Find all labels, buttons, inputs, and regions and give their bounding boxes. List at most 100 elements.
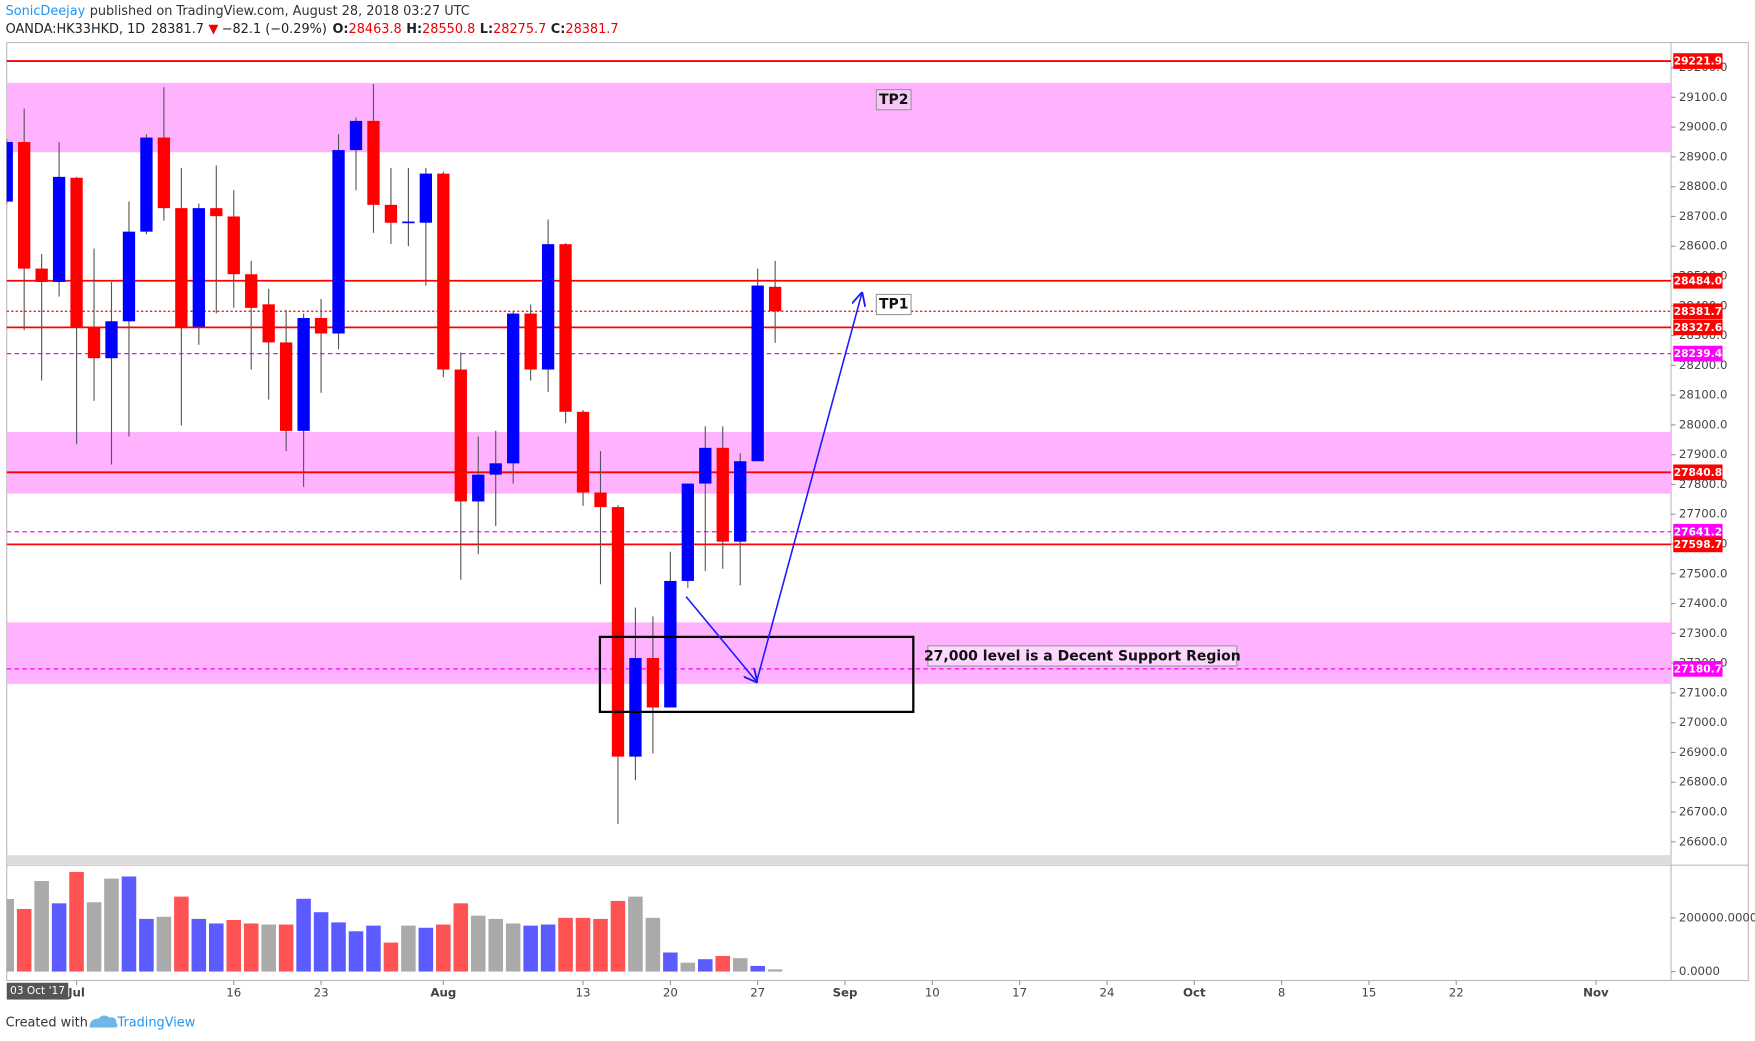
candle-body [751,285,764,462]
y-tick-label: 28600.0 [1679,239,1728,253]
tp2-box[interactable] [875,89,912,111]
volume-bar [540,924,556,972]
footer-text: Created with [6,1016,88,1031]
volume-bar [51,903,67,972]
volume-bar [104,878,119,972]
candle-body [279,342,293,431]
author[interactable]: SonicDeejay [6,4,86,19]
candle-body [454,369,467,502]
volume-bar [680,962,696,972]
candle-body [768,286,782,312]
volume-bar [366,925,381,972]
level-label: 27840.8 [1674,466,1722,479]
y-tick-label: 27900.0 [1679,447,1728,461]
publish-info: published on TradingView.com, August 28,… [90,4,470,19]
candle-body [18,142,31,269]
volume-bar [488,918,503,972]
resistance-zone [6,82,1672,153]
candles [6,83,782,824]
arrow-down[interactable] [685,596,757,682]
candle-body [122,231,136,322]
volume-bar [16,908,32,972]
level-label-box [1673,272,1723,289]
x-tick-label: 20 [663,985,678,999]
ohlc-value: 28550.8 [422,22,475,37]
level-label: 28484.0 [1674,274,1722,287]
candle-body [594,492,607,508]
volume-bar [278,924,294,972]
candle-body [437,173,450,370]
volume-bar [715,955,731,972]
y-tick-label: 27400.0 [1679,596,1728,610]
volume-bar [156,916,172,972]
x-tick-label: 13 [576,985,591,999]
level-label-box [1673,53,1723,69]
ohlc-value: 28381.7 [565,22,618,37]
y-tick-label: 26900.0 [1679,745,1728,759]
x-tick-label: Oct [1183,985,1206,999]
level-label-box [1673,303,1723,320]
level-label-box [1673,536,1723,553]
candle-body [227,216,240,275]
candle-body [35,268,48,282]
volume-bar [523,925,538,972]
y-tick-label: 27700.0 [1679,507,1728,521]
y-tick-label: 28700.0 [1679,209,1728,223]
logo[interactable] [89,1015,118,1028]
candle-body [52,176,66,282]
y-tick-label: 26800.0 [1679,775,1728,789]
x-tick-label: 24 [1099,985,1114,999]
x-tick-label: 15 [1361,985,1376,999]
volume-bar [628,896,643,972]
y-tick-label: 27500.0 [1679,566,1728,580]
footer-brand[interactable]: TradingView [117,1016,196,1031]
level-label: 27598.7 [1674,538,1722,551]
candle-body [332,150,345,334]
zones [6,82,1672,684]
x-tick-label: 8 [1278,985,1285,999]
candle-body [245,274,258,308]
x-tick-label: 22 [1449,985,1464,999]
volume-bar [645,917,661,972]
candle-body [664,580,677,708]
candle-body [105,321,118,359]
x-tick-label: 10 [925,985,940,999]
level-label-box [1673,464,1723,481]
level-label: 27180.7 [1674,662,1722,675]
arrow-up[interactable] [755,293,862,682]
volume-bar [610,900,626,972]
cursor-date-box [6,982,69,1000]
support-note-box[interactable] [927,645,1238,667]
volume-bar [505,923,521,972]
volume-bar [732,958,748,972]
scrollbar[interactable] [6,855,1672,865]
tp1-box[interactable] [875,293,912,316]
volume-bar [261,924,276,972]
volume-bar [348,931,364,972]
last-price: 28381.7 [151,22,204,37]
x-tick-label: Sep [833,985,858,999]
support-box[interactable] [598,635,915,714]
y-tick-label: 27100.0 [1679,685,1728,699]
volume-bar [243,923,259,972]
level-label-box [1673,345,1723,362]
candle-body [262,304,275,343]
level-label-box [1673,661,1723,677]
symbol-legend: OANDA:HK33HKD, 1D 28381.7 ▼ −82.1 (−0.29%) O… [6,22,619,37]
ohlc-key: L: [480,22,493,37]
level-label: 28327.6 [1674,321,1722,334]
candle-body [87,326,101,359]
volume-bar [470,915,486,972]
y-tick-label: 27000.0 [1679,715,1728,729]
ohlc-key: O: [332,22,348,37]
x-tick-label: 17 [1012,985,1027,999]
y-tick-label: 29100.0 [1679,90,1728,104]
candle-body [559,244,572,412]
candle-body [140,137,153,232]
direction: ▼ [208,22,218,37]
candle-body [314,318,328,334]
y-tick-label: 27300.0 [1679,626,1728,640]
candle-body [367,120,380,205]
